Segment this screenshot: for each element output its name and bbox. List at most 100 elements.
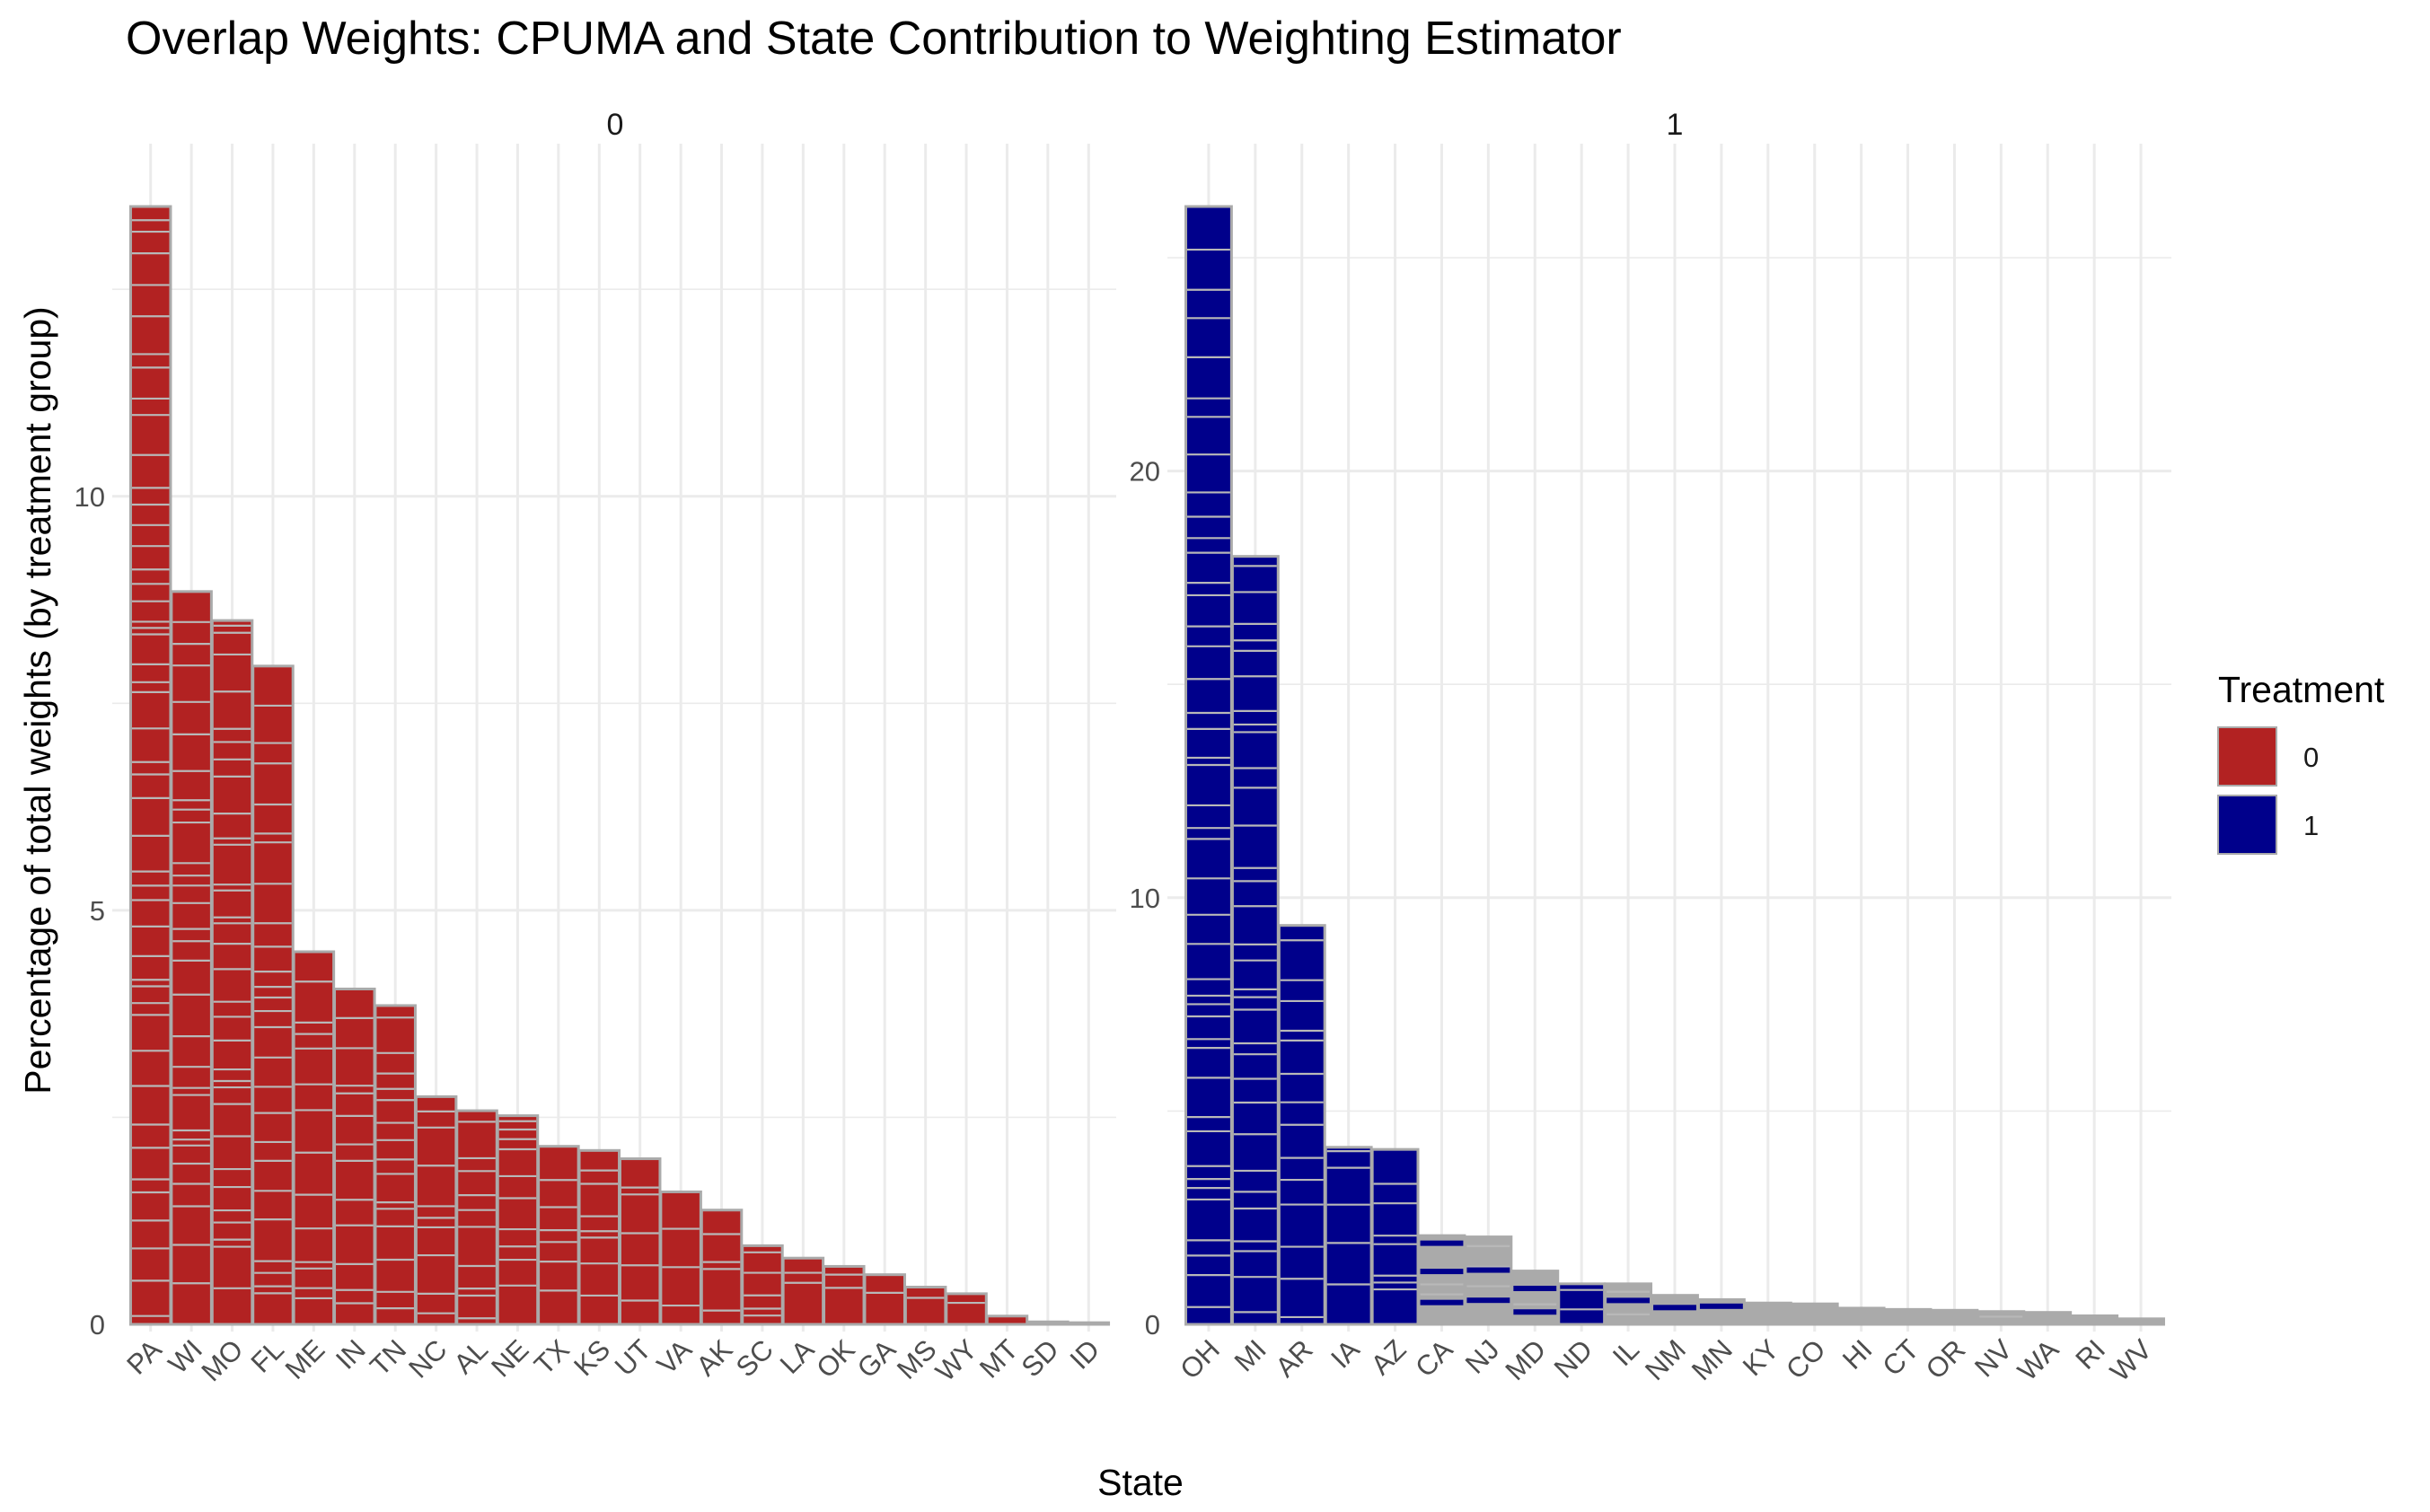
x-tick-label: OH	[1174, 1333, 1226, 1385]
bar-LA	[781, 1256, 825, 1326]
bar-segments	[1420, 1240, 1464, 1305]
bar-segments	[580, 1169, 619, 1297]
bar-rect	[1883, 1307, 1933, 1326]
bar-CT	[1883, 1307, 1933, 1326]
bar-MO	[210, 619, 254, 1326]
bar-rect	[618, 1157, 662, 1326]
x-tick-label: VA	[651, 1333, 699, 1381]
bar-segments	[213, 624, 251, 1289]
bar-segments	[540, 1179, 577, 1292]
bar-AZ	[1370, 1147, 1420, 1326]
bar-rect	[1464, 1235, 1513, 1326]
bar-rect	[1230, 555, 1280, 1326]
legend: Treatment 0 1	[2217, 669, 2385, 855]
x-tick-label: CO	[1780, 1333, 1832, 1385]
x-tick-label: TN	[364, 1333, 412, 1382]
bar-segments	[254, 704, 292, 1295]
bar-SC	[741, 1244, 784, 1326]
bar-rect	[1696, 1297, 1746, 1326]
bar-rect	[2117, 1317, 2165, 1326]
x-tick-label: NC	[402, 1333, 453, 1384]
bar-segments	[1513, 1285, 1557, 1315]
bar-rect	[2070, 1314, 2119, 1326]
x-tick-label: UT	[609, 1333, 657, 1382]
bar-TX	[537, 1145, 580, 1326]
bar-MD	[1510, 1270, 1560, 1326]
bar-segments	[417, 1110, 455, 1314]
bar-segments	[498, 1120, 537, 1287]
facet-strip-label: 0	[607, 108, 624, 142]
bar-rect	[863, 1273, 906, 1326]
legend-title: Treatment	[2218, 669, 2385, 710]
bar-IA	[1324, 1146, 1373, 1326]
facet-panel-0: 00510PAWIMOFLMEINTNNCALNETXKSUTVAAKSCLAO…	[75, 108, 1116, 1387]
y-axis-title: Percentage of total weights (by treatmen…	[17, 306, 58, 1094]
x-tick-label: ME	[279, 1333, 331, 1385]
bar-rect	[741, 1244, 784, 1326]
x-tick-label: KS	[568, 1333, 616, 1382]
x-tick-label: ND	[1548, 1333, 1598, 1384]
x-tick-label: TX	[528, 1333, 576, 1381]
bar-NE	[496, 1114, 540, 1326]
bar-PA	[128, 205, 172, 1326]
bar-rect	[333, 988, 376, 1326]
bar-rect	[1743, 1301, 1792, 1326]
legend-label-0: 0	[2303, 742, 2319, 773]
y-tick-label: 20	[1130, 456, 1160, 488]
bar-rect	[1510, 1270, 1560, 1326]
bar-segments	[1560, 1288, 1604, 1311]
bar-rect	[128, 205, 172, 1326]
bar-segments	[376, 1016, 414, 1310]
bar-segments	[172, 620, 210, 1285]
bar-rect	[945, 1292, 988, 1326]
legend-swatch-1	[2217, 795, 2277, 855]
x-tick-label: AR	[1270, 1333, 1319, 1383]
bar-rect	[1604, 1282, 1653, 1326]
x-tick-label: PA	[120, 1333, 168, 1381]
bar-AR	[1277, 924, 1326, 1326]
bar-UT	[618, 1157, 662, 1326]
x-tick-label: SC	[730, 1333, 779, 1383]
y-tick-label: 5	[90, 895, 105, 927]
bar-rect	[659, 1190, 702, 1326]
x-tick-label: MD	[1499, 1333, 1552, 1386]
bar-AL	[455, 1109, 498, 1326]
bar-rect	[210, 619, 254, 1326]
x-tick-label: IN	[330, 1333, 372, 1376]
bar-rect	[903, 1286, 947, 1326]
bar-rect	[781, 1256, 825, 1326]
bar-segments	[825, 1273, 863, 1289]
legend-label-1: 1	[2303, 810, 2319, 841]
bar-IL	[1604, 1282, 1653, 1326]
y-tick-label: 0	[1145, 1309, 1160, 1341]
bar-NM	[1651, 1294, 1699, 1326]
bar-rect	[1930, 1308, 1979, 1326]
x-tick-label: AL	[447, 1333, 494, 1380]
bar-rect	[251, 664, 295, 1326]
bar-rect	[1324, 1146, 1373, 1326]
bar-CO	[1790, 1302, 1839, 1326]
bar-CA	[1417, 1234, 1466, 1326]
bar-rect	[1790, 1302, 1839, 1326]
x-tick-label: MI	[1228, 1333, 1272, 1377]
bar-segments	[131, 219, 170, 1317]
x-tick-label: RI	[2069, 1333, 2111, 1376]
bar-TN	[374, 1004, 417, 1326]
x-tick-label: AK	[690, 1333, 738, 1382]
bar-segments	[662, 1227, 700, 1307]
bar-segments	[621, 1186, 659, 1302]
x-tick-label: NJ	[1459, 1333, 1506, 1380]
bar-segments	[1373, 1182, 1417, 1291]
bar-segments	[744, 1251, 781, 1317]
bar-MT	[985, 1314, 1029, 1326]
bar-segments	[1233, 565, 1277, 1314]
bar-segments	[1653, 1305, 1696, 1311]
bar-rect	[1977, 1310, 2026, 1326]
x-tick-label: MO	[195, 1333, 249, 1387]
bar-rect	[1836, 1306, 1886, 1326]
x-tick-label: WV	[2104, 1333, 2158, 1387]
bar-MN	[1696, 1297, 1746, 1326]
bar-rect	[1026, 1320, 1070, 1326]
bar-FL	[251, 664, 295, 1326]
